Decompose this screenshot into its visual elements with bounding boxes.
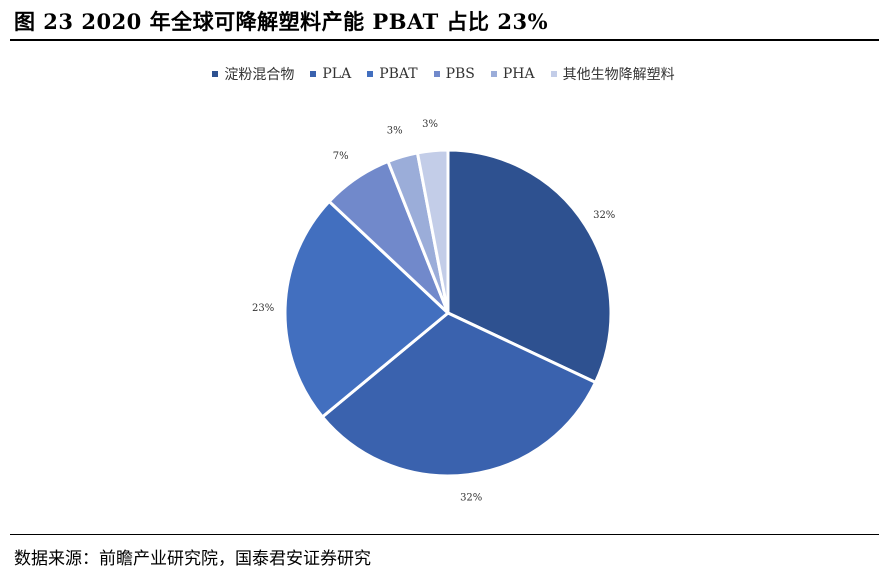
legend-label: 其他生物降解塑料 bbox=[562, 67, 675, 83]
slice-label: 23% bbox=[252, 303, 274, 314]
legend-label: PHA bbox=[502, 66, 535, 82]
pie-slice bbox=[320, 311, 598, 478]
slice-label: 32% bbox=[593, 210, 615, 221]
source-note: 数据来源：前瞻产业研究院，国泰君安证券研究 bbox=[14, 549, 371, 569]
slice-label: 7% bbox=[333, 151, 349, 162]
slice-label: 3% bbox=[422, 119, 438, 130]
legend-swatch bbox=[310, 71, 317, 77]
legend-item: 淀粉混合物 bbox=[212, 64, 294, 84]
legend-swatch bbox=[490, 71, 497, 77]
legend-swatch bbox=[550, 71, 557, 77]
legend-swatch bbox=[212, 71, 219, 77]
legend-swatch bbox=[367, 71, 374, 77]
legend-item: PBAT bbox=[367, 64, 418, 84]
source-rule bbox=[10, 534, 879, 535]
legend-item: 其他生物降解塑料 bbox=[550, 64, 675, 84]
figure-title: 图 23 2020 年全球可降解塑料产能 PBAT 占比 23% bbox=[14, 9, 549, 34]
legend-label: PBAT bbox=[379, 66, 418, 82]
pie-slice bbox=[283, 199, 451, 420]
pie-slice bbox=[415, 148, 450, 314]
pie-slice bbox=[446, 148, 613, 385]
legend-label: PBS bbox=[445, 66, 475, 82]
legend-label: PLA bbox=[322, 66, 352, 82]
title-rule bbox=[10, 39, 879, 41]
slice-label: 3% bbox=[387, 126, 403, 137]
legend-item: PLA bbox=[310, 64, 351, 84]
legend-swatch bbox=[433, 71, 440, 77]
legend-item: PHA bbox=[490, 64, 535, 84]
chart-legend: 淀粉混合物 PLA PBAT PBS PHA 其他生物降解塑料 bbox=[0, 64, 887, 84]
legend-item: PBS bbox=[433, 64, 475, 84]
legend-label: 淀粉混合物 bbox=[224, 67, 295, 83]
slice-label: 32% bbox=[460, 493, 482, 504]
